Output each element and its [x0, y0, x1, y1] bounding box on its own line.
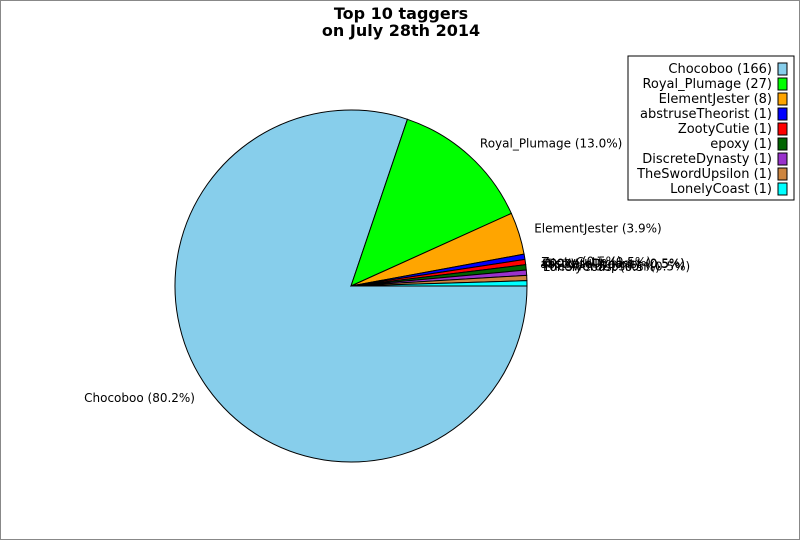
legend-entry-discretedynasty: DiscreteDynasty (1)	[642, 152, 772, 167]
slice-labels: Chocoboo (80.2%) Royal_Plumage (13.0%) Ele…	[84, 137, 690, 405]
legend-swatch-royal-plumage	[777, 77, 788, 91]
pie-slice-lonelycoast	[350, 280, 528, 287]
legend-swatch-theswordupsilon	[777, 167, 788, 181]
chart-subtitle: on July 28th 2014	[322, 21, 480, 40]
legend-box	[627, 55, 795, 201]
legend-swatch-chocoboo	[777, 62, 788, 76]
legend-entry-lonelycoast: LonelyCoast (1)	[670, 182, 772, 197]
pie-slices	[174, 109, 528, 463]
legend-swatch-epoxy	[777, 137, 788, 151]
legend-entry-epoxy: epoxy (1)	[710, 137, 772, 152]
slice-label-lonelycoast: LonelyCoast (0.5%)	[543, 260, 660, 274]
legend-entry-elementjester: ElementJester (8)	[659, 92, 772, 107]
legend-entry-royal-plumage: Royal_Plumage (27)	[642, 77, 772, 92]
legend-entry-abstrusetheorist: abstruseTheorist (1)	[640, 107, 772, 122]
legend-entry-zootycutie: ZootyCutie (1)	[678, 122, 772, 137]
legend-entry-chocoboo: Chocoboo (166)	[668, 62, 772, 77]
legend: Chocoboo (166)Royal_Plumage (27)ElementJ…	[627, 55, 795, 201]
slice-label-chocoboo: Chocoboo (80.2%)	[84, 391, 195, 405]
slice-label-discretedynasty: DiscreteDynasty (0.5%)	[542, 256, 685, 270]
slice-label-zootycutie: ZootyCutie (0.5%)	[541, 255, 651, 269]
legend-swatch-zootycutie	[777, 122, 788, 136]
slice-label-epoxy: epoxy (0.5%)	[542, 255, 622, 269]
slice-label-abstrusetheorist: abstruseTheorist (0.5%)	[540, 257, 685, 271]
pie-slice-royal-plumage	[350, 118, 513, 287]
legend-entry-theswordupsilon: TheSwordUpsilon (1)	[636, 167, 772, 182]
slice-label-theswordupsilon: TheSwordUpsilon (0.5%)	[542, 259, 690, 273]
legend-swatch-discretedynasty	[777, 152, 788, 166]
slice-label-elementjester: ElementJester (3.9%)	[534, 222, 662, 236]
legend-swatch-abstrusetheorist	[777, 107, 788, 121]
legend-swatch-elementjester	[777, 92, 788, 106]
slice-label-royal-plumage: Royal_Plumage (13.0%)	[480, 137, 622, 151]
chart-title: Top 10 taggers	[334, 4, 468, 23]
legend-swatch-lonelycoast	[777, 182, 788, 196]
